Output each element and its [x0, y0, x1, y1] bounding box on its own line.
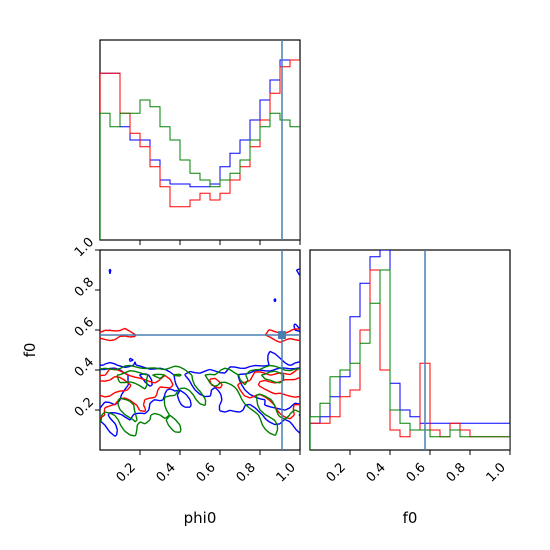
- tick-label-f0-hist-x: 1.0: [484, 460, 509, 485]
- phi0-hist-series-1: [100, 59, 300, 240]
- tick-label-joint-x: 0.2: [114, 460, 139, 485]
- f0-histogram: [310, 250, 510, 450]
- f0-histogram-frame: [309, 249, 511, 451]
- phi0-histogram: [100, 59, 300, 240]
- tick-label-joint-y: 1.0: [72, 235, 97, 260]
- y-axis-label-f0: f0: [21, 343, 39, 358]
- tick-label-f0-hist-x: 0.2: [324, 460, 349, 485]
- tick-label-f0-hist-x: 0.6: [404, 460, 429, 485]
- f0-hist-series-1: [310, 269, 510, 450]
- tick-label-joint-y: 0.4: [72, 355, 97, 380]
- tick-label-f0-hist-x: 0.8: [444, 460, 469, 485]
- tick-label-joint-x: 1.0: [274, 460, 299, 485]
- joint-contour-frame: [99, 249, 301, 451]
- contour-series-2-level-0: [100, 364, 300, 437]
- truth-marker: [278, 331, 286, 339]
- tick-label-joint-y: 0.6: [72, 315, 97, 340]
- phi0-hist-series-2: [100, 99, 300, 240]
- tick-label-joint-x: 0.4: [154, 460, 179, 485]
- tick-label-f0-hist-x: 0.4: [364, 460, 389, 485]
- tick-label-joint-y: 0.2: [72, 395, 97, 420]
- x-axis-label-f0: f0: [403, 509, 418, 527]
- contour-series-2-level-1: [116, 370, 285, 390]
- tick-label-joint-y: 0.8: [72, 275, 97, 300]
- truth-lines: [100, 40, 426, 450]
- x-axis-label-phi0: phi0: [184, 509, 217, 527]
- tick-label-joint-x: 0.6: [194, 460, 219, 485]
- tick-label-joint-x: 0.8: [234, 460, 259, 485]
- f0-hist-series-2: [310, 269, 510, 450]
